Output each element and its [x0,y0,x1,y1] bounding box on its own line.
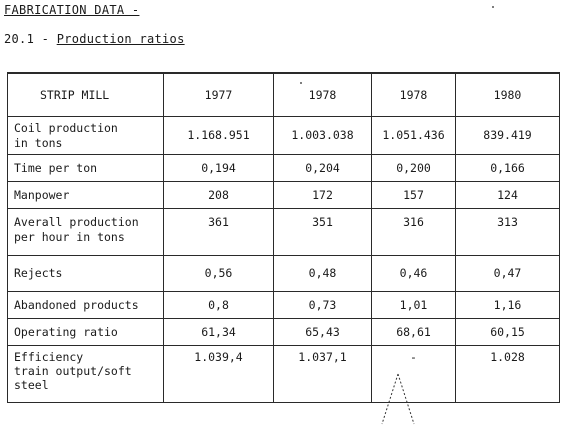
table-cell: 351 [273,208,372,256]
row-label-line: Efficiency [14,350,84,364]
table-row: Coil production in tons 1.168.951 1.003.… [7,116,560,155]
column-header: 1980 [455,72,560,117]
row-label: Rejects [7,255,164,292]
row-label-line: Coil production [14,120,118,135]
table-row: Abandoned products 0,8 0,73 1,01 1,16 [7,291,560,319]
table-cell: 1.051.436 [371,116,456,155]
row-label: Abandoned products [7,291,164,319]
section-heading: 20.1 - Production ratios [4,32,185,46]
table-cell: 0,48 [273,255,372,292]
table-cell: 316 [371,208,456,256]
row-label: Coil production in tons [7,116,164,155]
section-title: Production ratios [56,32,185,46]
table-cell: 208 [163,181,274,209]
row-label-line: train output/soft [14,364,132,378]
table-cell: 0,47 [455,255,560,292]
scan-speck [300,82,302,84]
table-cell: 60,15 [455,318,560,346]
table-cell: - [371,345,456,403]
table-row: Efficiency train output/soft steel 1.039… [7,345,560,403]
row-label: Averall production per hour in tons [7,208,164,256]
table-row: Rejects 0,56 0,48 0,46 0,47 [7,255,560,292]
table-cell: 0,56 [163,255,274,292]
row-label-line: in tons [14,135,63,150]
table-row: Operating ratio 61,34 65,43 68,61 60,15 [7,318,560,346]
production-ratios-table: STRIP MILL 1977 1978 1978 1980 Coil prod… [7,72,560,403]
table-cell: 1.028 [455,345,560,403]
row-label: Manpower [7,181,164,209]
table-cell: 1.039,4 [163,345,274,403]
row-label-line: steel [14,378,49,392]
section-number: 20.1 - [4,32,50,46]
document-heading: FABRICATION DATA - [4,3,140,17]
row-label: Time per ton [7,154,164,182]
table-header-row: STRIP MILL 1977 1978 1978 1980 [7,72,560,117]
table-cell: 0,73 [273,291,372,319]
row-label: Operating ratio [7,318,164,346]
scan-speck [492,6,494,8]
table-cell: 0,204 [273,154,372,182]
table-row: Time per ton 0,194 0,204 0,200 0,166 [7,154,560,182]
table-cell: 0,200 [371,154,456,182]
row-label-line: Averall production [14,215,139,229]
table-cell: 361 [163,208,274,256]
dotted-pointer-mark [381,373,415,425]
column-header: 1978 [371,72,456,117]
column-header: STRIP MILL [7,72,164,117]
table-row: Averall production per hour in tons 361 … [7,208,560,256]
table-cell: 68,61 [371,318,456,346]
table-cell: 0,194 [163,154,274,182]
table-cell: 839.419 [455,116,560,155]
table-cell: 0,166 [455,154,560,182]
row-label-line: per hour in tons [14,230,125,244]
row-label: Efficiency train output/soft steel [7,345,164,403]
table-cell: 1.168.951 [163,116,274,155]
table-cell: 1.003.038 [273,116,372,155]
table-cell: 65,43 [273,318,372,346]
table-cell: 172 [273,181,372,209]
table-cell: 124 [455,181,560,209]
table-cell: 313 [455,208,560,256]
table-cell: 157 [371,181,456,209]
table-cell: 61,34 [163,318,274,346]
table-cell: 1,16 [455,291,560,319]
table-cell: 1,01 [371,291,456,319]
table-cell: 0,8 [163,291,274,319]
table-cell: 0,46 [371,255,456,292]
column-header: 1978 [273,72,372,117]
table-cell: 1.037,1 [273,345,372,403]
column-header: 1977 [163,72,274,117]
table-row: Manpower 208 172 157 124 [7,181,560,209]
